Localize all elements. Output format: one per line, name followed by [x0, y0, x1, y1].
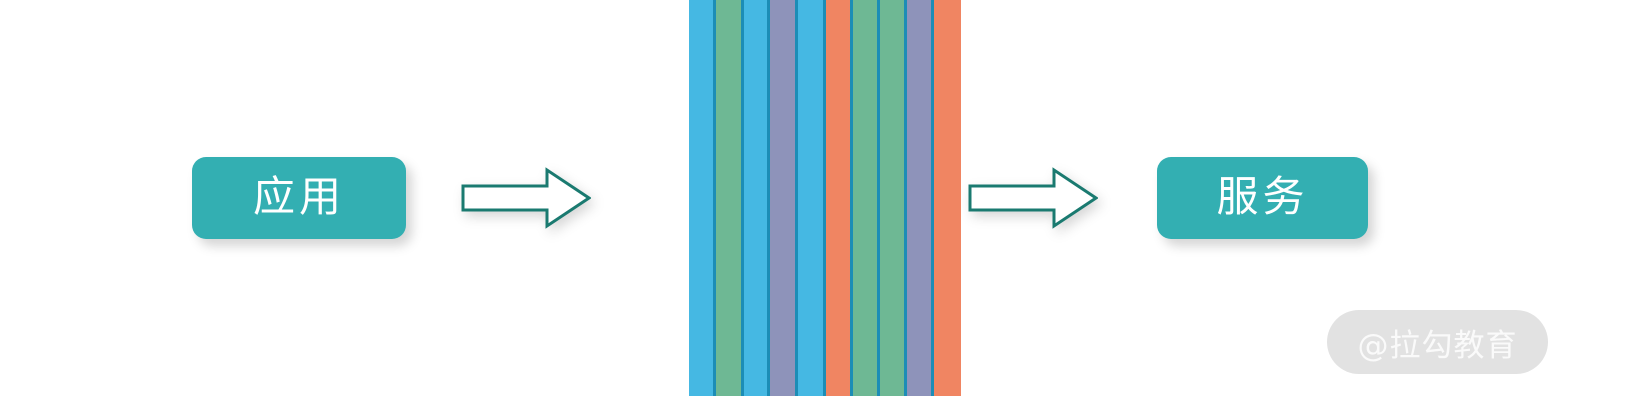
arrow-right-icon-left — [461, 167, 591, 229]
arrow-right-icon-right — [968, 167, 1098, 229]
node-service-label: 服务 — [1216, 172, 1309, 221]
stripe-6 — [826, 0, 851, 396]
stripe-4 — [770, 0, 795, 396]
stripe-block — [655, 0, 961, 396]
node-service[interactable]: 服务 — [1157, 157, 1368, 239]
stripe-9 — [907, 0, 931, 396]
stripe-2 — [716, 0, 741, 396]
node-application[interactable]: 应用 — [192, 157, 406, 239]
watermark-badge: @拉勾教育 — [1327, 310, 1548, 374]
bottom-edge-spacer — [0, 396, 1652, 420]
stripe-8 — [879, 0, 905, 396]
node-application-label: 应用 — [252, 172, 345, 221]
stripe-1 — [689, 0, 714, 396]
watermark-text: @拉勾教育 — [1357, 327, 1518, 364]
stripe-7 — [853, 0, 877, 396]
stripe-10 — [933, 0, 961, 396]
stripe-5 — [797, 0, 824, 396]
stripe-3 — [743, 0, 768, 396]
